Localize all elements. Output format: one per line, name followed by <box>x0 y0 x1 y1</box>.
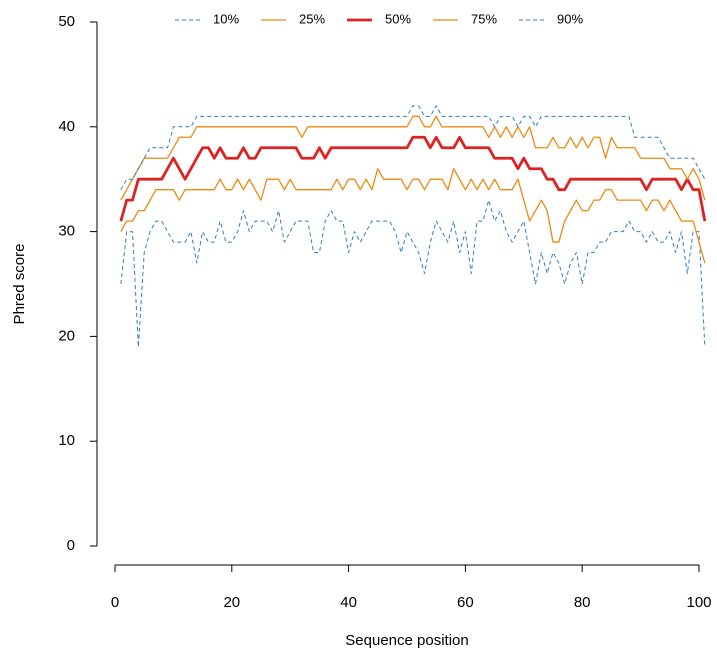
y-tick-label: 0 <box>67 537 75 554</box>
series-line <box>120 199 706 348</box>
y-tick-label: 20 <box>58 327 75 344</box>
legend-label: 10% <box>213 11 239 26</box>
legend-label: 25% <box>299 11 325 26</box>
y-tick-label: 10 <box>58 432 75 449</box>
legend-label: 90% <box>557 11 583 26</box>
y-tick-label: 40 <box>58 118 75 135</box>
x-tick-label: 100 <box>686 594 711 611</box>
legend-label: 75% <box>471 11 497 26</box>
x-tick-label: 60 <box>457 594 474 611</box>
y-tick-label: 30 <box>58 223 75 240</box>
x-tick-label: 40 <box>340 594 357 611</box>
legend-label: 50% <box>385 11 411 26</box>
series-line <box>119 135 707 222</box>
y-tick-label: 50 <box>58 13 75 30</box>
series-line <box>120 115 706 201</box>
x-tick-label: 0 <box>111 594 119 611</box>
series-line <box>120 168 706 264</box>
x-tick-label: 80 <box>574 594 591 611</box>
x-axis-label: Sequence position <box>345 632 468 649</box>
x-tick-label: 20 <box>223 594 240 611</box>
series-line <box>120 105 706 190</box>
y-axis-label: Phred score <box>11 244 28 325</box>
